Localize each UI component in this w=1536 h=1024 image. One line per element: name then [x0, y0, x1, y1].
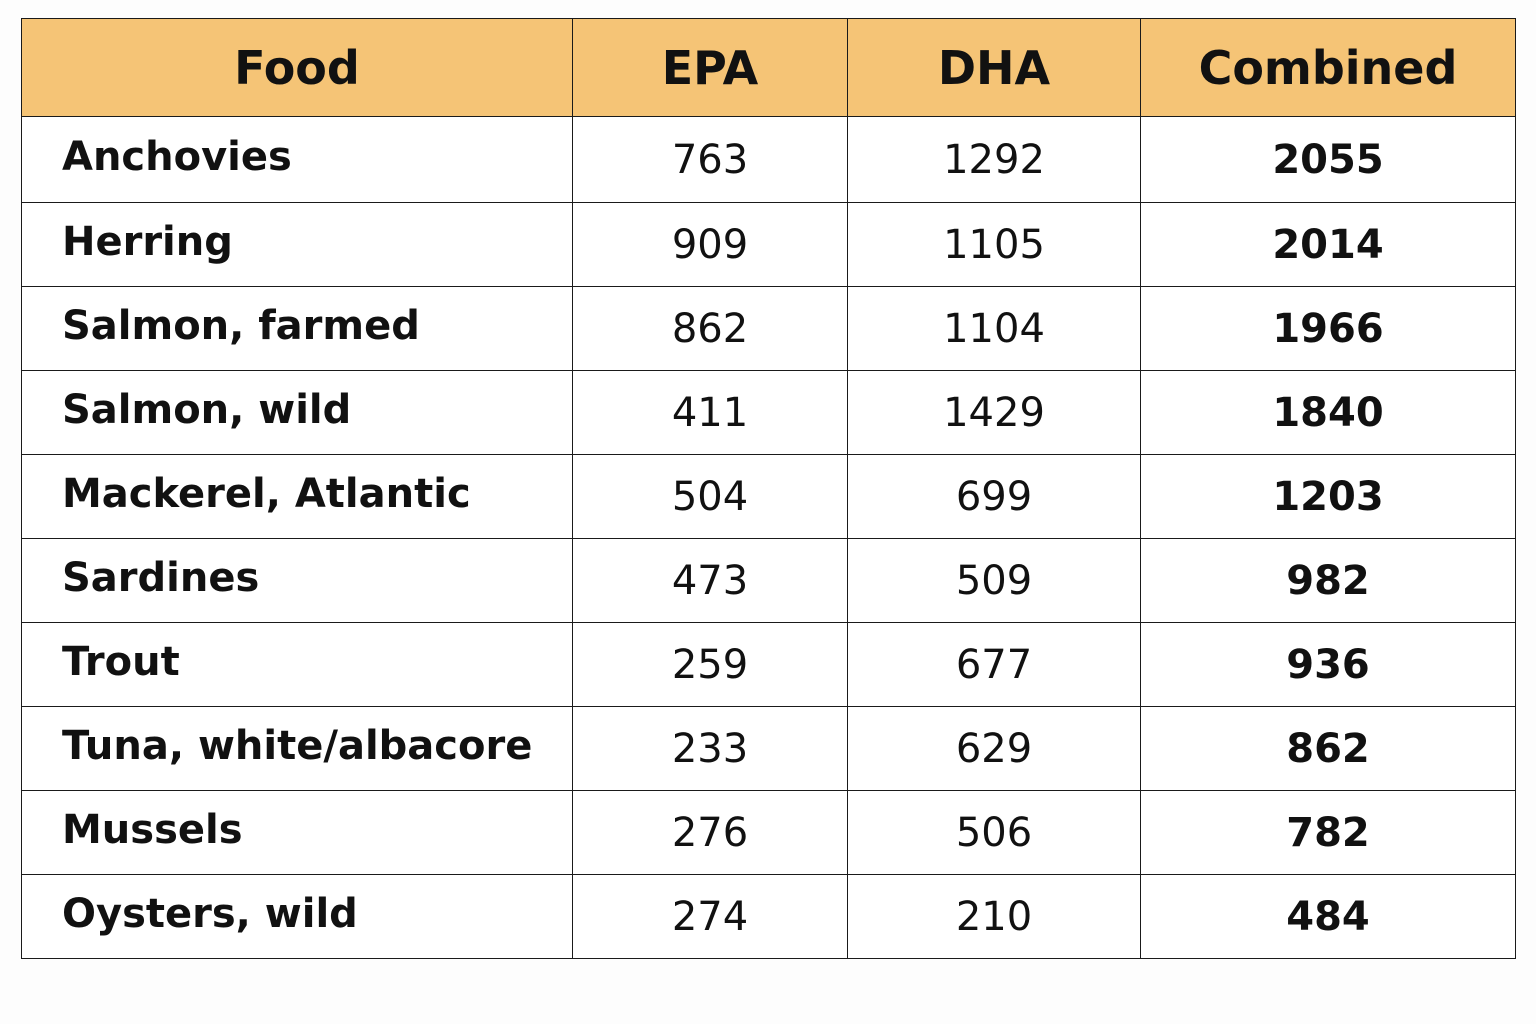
epa-cell: 259	[572, 622, 848, 707]
omega3-table: Food EPA DHA Combined Anchovies 763 1292…	[21, 18, 1516, 959]
epa-cell: 473	[572, 538, 848, 623]
table-row: Oysters, wild 274 210 484	[21, 874, 1516, 959]
table-row: Mussels 276 506 782	[21, 790, 1516, 875]
epa-cell: 274	[572, 874, 848, 959]
combined-cell: 1840	[1140, 370, 1516, 455]
epa-cell: 763	[572, 116, 848, 203]
header-row: Food EPA DHA Combined	[21, 18, 1516, 117]
dha-cell: 1105	[847, 202, 1141, 287]
epa-cell: 233	[572, 706, 848, 791]
table-row: Sardines 473 509 982	[21, 538, 1516, 623]
column-header-dha: DHA	[847, 18, 1141, 117]
dha-cell: 1292	[847, 116, 1141, 203]
combined-cell: 782	[1140, 790, 1516, 875]
dha-cell: 506	[847, 790, 1141, 875]
food-cell: Salmon, farmed	[21, 286, 573, 371]
table-row: Anchovies 763 1292 2055	[21, 116, 1516, 203]
dha-cell: 210	[847, 874, 1141, 959]
combined-cell: 862	[1140, 706, 1516, 791]
table-row: Trout 259 677 936	[21, 622, 1516, 707]
food-cell: Oysters, wild	[21, 874, 573, 959]
epa-cell: 504	[572, 454, 848, 539]
epa-cell: 909	[572, 202, 848, 287]
dha-cell: 509	[847, 538, 1141, 623]
dha-cell: 629	[847, 706, 1141, 791]
table-row: Herring 909 1105 2014	[21, 202, 1516, 287]
combined-cell: 936	[1140, 622, 1516, 707]
food-cell: Mackerel, Atlantic	[21, 454, 573, 539]
table-row: Salmon, wild 411 1429 1840	[21, 370, 1516, 455]
epa-cell: 411	[572, 370, 848, 455]
dha-cell: 699	[847, 454, 1141, 539]
food-cell: Tuna, white/albacore	[21, 706, 573, 791]
food-cell: Anchovies	[21, 116, 573, 203]
food-cell: Trout	[21, 622, 573, 707]
column-header-food: Food	[21, 18, 573, 117]
combined-cell: 2055	[1140, 116, 1516, 203]
column-header-epa: EPA	[572, 18, 848, 117]
combined-cell: 1203	[1140, 454, 1516, 539]
food-cell: Sardines	[21, 538, 573, 623]
food-cell: Mussels	[21, 790, 573, 875]
epa-cell: 862	[572, 286, 848, 371]
dha-cell: 677	[847, 622, 1141, 707]
combined-cell: 484	[1140, 874, 1516, 959]
column-header-combined: Combined	[1140, 18, 1516, 117]
epa-cell: 276	[572, 790, 848, 875]
combined-cell: 1966	[1140, 286, 1516, 371]
table-body: Anchovies 763 1292 2055 Herring 909 1105…	[21, 116, 1516, 959]
combined-cell: 2014	[1140, 202, 1516, 287]
table-header: Food EPA DHA Combined	[21, 18, 1516, 117]
combined-cell: 982	[1140, 538, 1516, 623]
table-row: Tuna, white/albacore 233 629 862	[21, 706, 1516, 791]
dha-cell: 1429	[847, 370, 1141, 455]
food-cell: Salmon, wild	[21, 370, 573, 455]
dha-cell: 1104	[847, 286, 1141, 371]
table-row: Salmon, farmed 862 1104 1966	[21, 286, 1516, 371]
food-cell: Herring	[21, 202, 573, 287]
table-row: Mackerel, Atlantic 504 699 1203	[21, 454, 1516, 539]
